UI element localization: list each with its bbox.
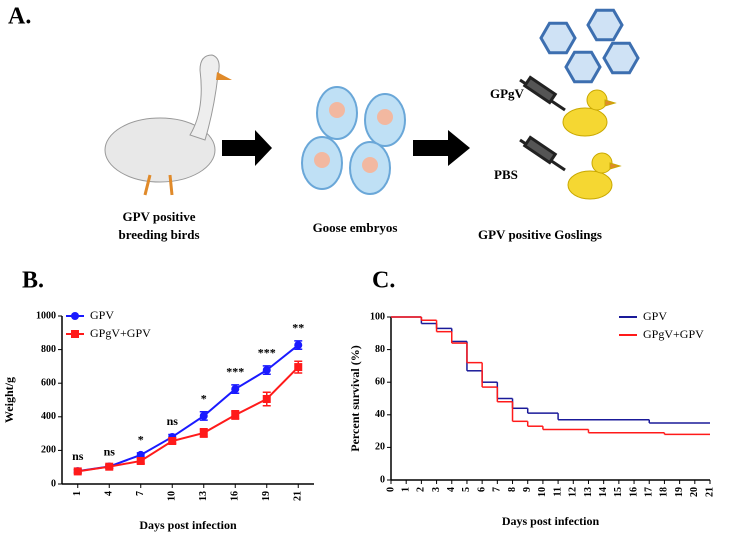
marker bbox=[294, 363, 303, 372]
marker bbox=[136, 456, 145, 465]
x-tick-label: 4 bbox=[446, 487, 457, 492]
diagram-label: Goose embryos bbox=[313, 220, 398, 235]
significance-label: * bbox=[201, 392, 207, 406]
significance-label: ns bbox=[72, 449, 84, 463]
x-tick-label: 4 bbox=[104, 491, 115, 496]
significance-label: ns bbox=[167, 414, 179, 428]
marker bbox=[199, 428, 208, 437]
y-tick-label: 400 bbox=[41, 411, 56, 422]
legend-label: GPgV+GPV bbox=[643, 327, 704, 341]
marker bbox=[262, 394, 271, 403]
y-tick-label: 80 bbox=[375, 344, 385, 355]
x-tick-label: 20 bbox=[689, 487, 700, 497]
x-tick-label: 19 bbox=[674, 487, 685, 497]
y-tick-label: 200 bbox=[41, 445, 56, 456]
x-tick-label: 1 bbox=[400, 487, 411, 492]
y-tick-label: 800 bbox=[41, 344, 56, 355]
virus-icons bbox=[539, 8, 640, 84]
y-tick-label: 0 bbox=[380, 474, 385, 485]
series-line bbox=[77, 344, 299, 473]
x-tick-label: 14 bbox=[598, 487, 609, 497]
significance-label: ns bbox=[104, 445, 116, 459]
x-tick-label: 7 bbox=[135, 491, 146, 496]
goose-icon bbox=[104, 54, 232, 196]
x-tick-label: 1 bbox=[72, 491, 83, 496]
x-tick-label: 9 bbox=[522, 487, 533, 492]
y-tick-label: 1000 bbox=[36, 310, 56, 321]
arrow bbox=[413, 130, 470, 166]
x-tick-label: 3 bbox=[431, 487, 442, 492]
diagram-label: GPV positive Goslings bbox=[478, 227, 602, 242]
x-tick-label: 6 bbox=[476, 487, 487, 492]
significance-label: *** bbox=[258, 346, 276, 360]
marker bbox=[73, 467, 82, 476]
x-tick-label: 13 bbox=[583, 487, 594, 497]
marker bbox=[168, 436, 177, 445]
marker bbox=[231, 385, 240, 394]
x-tick-label: 21 bbox=[293, 491, 304, 501]
x-tick-label: 21 bbox=[704, 487, 715, 497]
embryo-icons bbox=[301, 86, 406, 195]
x-tick-label: 16 bbox=[628, 487, 639, 497]
significance-label: * bbox=[138, 433, 144, 447]
marker bbox=[231, 410, 240, 419]
diagram-label: GPgV bbox=[490, 86, 525, 101]
panel-label: A. bbox=[8, 4, 31, 30]
diagram-label: PBS bbox=[494, 167, 518, 182]
y-axis-label: Weight/g bbox=[2, 377, 16, 423]
significance-label: *** bbox=[226, 365, 244, 379]
syringe-icon bbox=[519, 75, 566, 172]
x-tick-label: 18 bbox=[659, 487, 670, 497]
arrow bbox=[222, 130, 272, 166]
y-axis-label: Percent survival (%) bbox=[348, 345, 362, 451]
series-line bbox=[77, 366, 299, 473]
legend-label: GPV bbox=[90, 308, 114, 322]
x-tick-label: 15 bbox=[613, 487, 624, 497]
marker bbox=[136, 450, 145, 459]
diagram-label: GPV positive bbox=[122, 209, 195, 224]
panel-label: C. bbox=[372, 268, 395, 294]
y-tick-label: 40 bbox=[375, 409, 385, 420]
x-tick-label: 0 bbox=[385, 487, 396, 492]
y-tick-label: 0 bbox=[51, 478, 56, 489]
x-tick-label: 2 bbox=[416, 487, 427, 492]
x-tick-label: 16 bbox=[230, 491, 241, 501]
x-tick-label: 10 bbox=[167, 491, 178, 501]
marker bbox=[105, 462, 114, 471]
y-tick-label: 600 bbox=[41, 377, 56, 388]
x-tick-label: 11 bbox=[552, 487, 563, 496]
panel-label: B. bbox=[22, 268, 44, 294]
y-tick-label: 60 bbox=[375, 376, 385, 387]
diagram-label: breeding birds bbox=[118, 227, 199, 242]
y-tick-label: 20 bbox=[375, 442, 385, 453]
duckling-icon bbox=[562, 89, 622, 200]
significance-label: ** bbox=[292, 321, 304, 335]
marker bbox=[294, 341, 303, 350]
x-tick-label: 5 bbox=[461, 487, 472, 492]
x-tick-label: 19 bbox=[261, 491, 272, 501]
legend-marker bbox=[71, 312, 79, 320]
marker bbox=[262, 366, 271, 375]
x-axis-label: Days post infection bbox=[139, 518, 237, 532]
x-axis-label: Days post infection bbox=[502, 514, 600, 528]
x-tick-label: 7 bbox=[492, 487, 503, 492]
x-tick-label: 17 bbox=[644, 487, 655, 497]
x-tick-label: 10 bbox=[537, 487, 548, 497]
legend-marker bbox=[71, 330, 79, 338]
y-tick-label: 100 bbox=[370, 311, 385, 322]
legend-label: GPgV+GPV bbox=[90, 326, 151, 340]
x-tick-label: 8 bbox=[507, 487, 518, 492]
legend-label: GPV bbox=[643, 309, 667, 323]
x-tick-label: 13 bbox=[198, 491, 209, 501]
x-tick-label: 12 bbox=[568, 487, 579, 497]
marker bbox=[199, 411, 208, 420]
